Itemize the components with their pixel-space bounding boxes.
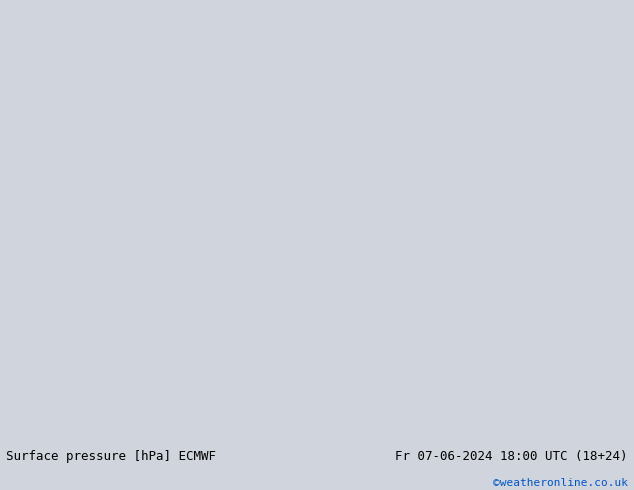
Text: Surface pressure [hPa] ECMWF: Surface pressure [hPa] ECMWF [6, 450, 216, 463]
Text: Fr 07-06-2024 18:00 UTC (18+24): Fr 07-06-2024 18:00 UTC (18+24) [395, 450, 628, 463]
Text: ©weatheronline.co.uk: ©weatheronline.co.uk [493, 478, 628, 488]
